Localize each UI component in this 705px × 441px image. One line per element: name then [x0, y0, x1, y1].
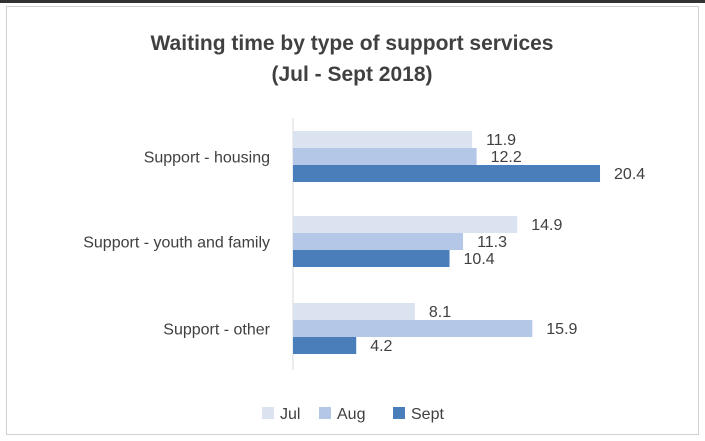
legend-swatch-jul [262, 407, 274, 419]
data-label-jul: 11.9 [486, 132, 516, 149]
data-label-sept: 10.4 [464, 251, 495, 268]
data-label-aug: 11.3 [477, 234, 507, 251]
bar-sept [293, 165, 601, 182]
chart-subtitle: (Jul - Sept 2018) [271, 63, 432, 86]
chart-title: Waiting time by type of support services [151, 32, 554, 55]
legend-label-aug: Aug [337, 406, 365, 423]
data-label-aug: 15.9 [546, 321, 577, 338]
legend: Jul Aug Sept [262, 406, 444, 423]
bar-sept [293, 250, 450, 267]
top-border-rule [0, 0, 705, 3]
data-label-jul: 14.9 [531, 217, 562, 234]
data-label-aug: 12.2 [491, 149, 522, 166]
category-label: Support - other [163, 322, 270, 339]
bar-aug [293, 233, 464, 250]
legend-swatch-aug [319, 407, 331, 419]
bar-jul [293, 303, 415, 320]
category-label: Support - youth and family [83, 235, 270, 252]
bar-sept [293, 337, 357, 354]
bar-aug [293, 148, 477, 165]
category-label: Support - housing [144, 150, 270, 167]
data-label-jul: 8.1 [429, 304, 451, 321]
category-labels: Support - housing Support - youth and fam… [83, 150, 270, 339]
value-labels: 11.912.2 20.4 14.9 11.310.4 8.1 15.9 4.2 [370, 132, 645, 355]
data-label-sept: 4.2 [370, 338, 392, 355]
bar-jul [293, 216, 518, 233]
legend-label-jul: Jul [280, 406, 300, 423]
legend-swatch-sept [393, 407, 405, 419]
bars-group [293, 131, 601, 354]
bar-aug [293, 320, 533, 337]
bar-jul [293, 131, 473, 148]
legend-label-sept: Sept [411, 406, 444, 423]
data-label-sept: 20.4 [614, 166, 645, 183]
